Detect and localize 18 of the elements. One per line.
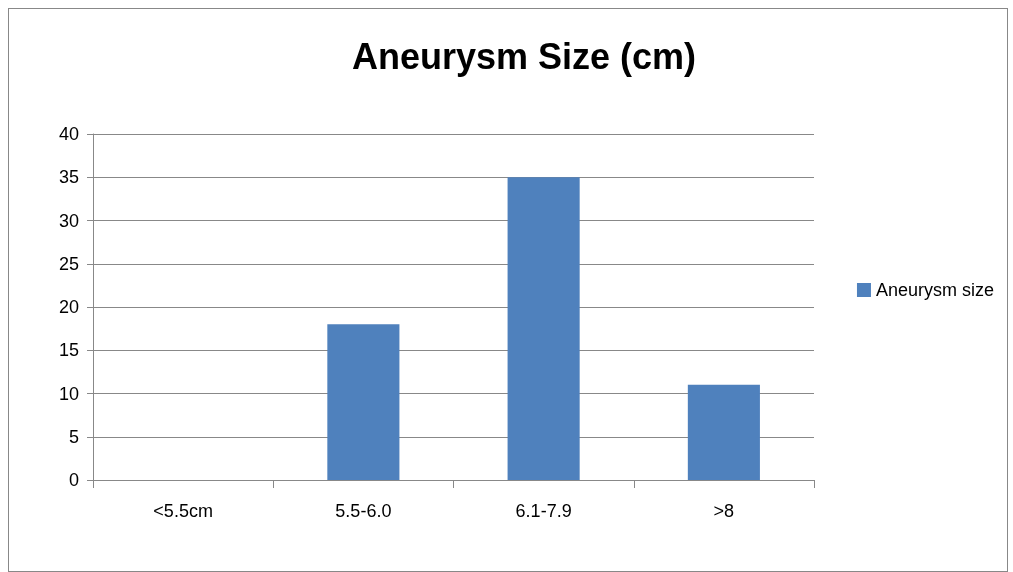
bar [507, 177, 580, 480]
legend-label: Aneurysm size [875, 280, 995, 300]
y-tick-label: 0 [68, 470, 79, 490]
y-tick-label: 40 [58, 124, 79, 144]
y-tick-label: 15 [58, 340, 79, 361]
x-tick-label: 6.1-7.9 [515, 501, 572, 521]
y-tick-label: 35 [58, 167, 79, 188]
x-tick-label: 5.5-6.0 [335, 501, 392, 521]
bar [327, 324, 400, 480]
chart-title: Aneurysm Size (cm) [351, 35, 697, 77]
y-tick-label: 30 [58, 210, 79, 231]
x-tick-label: >8 [713, 501, 735, 521]
bar [687, 384, 760, 480]
x-tick-label: <5.5cm [153, 501, 213, 521]
y-tick-label: 5 [68, 426, 79, 447]
y-tick-label: 10 [58, 383, 79, 404]
y-tick-label: 20 [58, 297, 79, 317]
y-tick-label: 25 [58, 253, 79, 274]
